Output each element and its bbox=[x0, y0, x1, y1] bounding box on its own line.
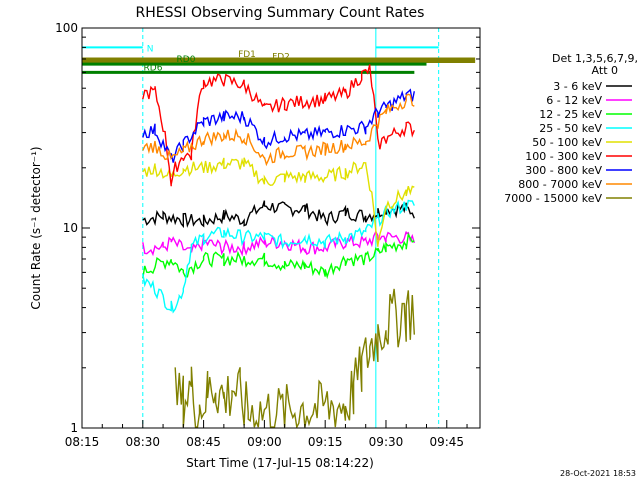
legend-entry-label: 800 - 7000 keV bbox=[518, 178, 602, 191]
legend-entry-label: 100 - 300 keV bbox=[525, 150, 602, 163]
x-tick-label: 09:15 bbox=[308, 435, 343, 449]
legend-entry-label: 3 - 6 keV bbox=[553, 80, 602, 93]
series-line bbox=[142, 157, 415, 247]
interval-bars: N FD1 FD2 RD0 RD6 bbox=[82, 28, 476, 428]
series-line bbox=[142, 64, 415, 187]
x-axis-label: Start Time (17-Jul-15 08:14:22) bbox=[186, 456, 374, 470]
y-axis-label: Count Rate (s⁻¹ detector⁻¹) bbox=[29, 146, 43, 309]
x-tick-label: 08:30 bbox=[125, 435, 160, 449]
series-line bbox=[142, 232, 415, 280]
observing-interval-label: N bbox=[147, 44, 154, 54]
legend-header: Att 0 bbox=[592, 64, 618, 77]
series-line bbox=[142, 230, 415, 257]
y-tick-label: 10 bbox=[63, 221, 78, 235]
series-line bbox=[174, 288, 415, 428]
series-line bbox=[142, 199, 415, 314]
legend-entry-label: 300 - 800 keV bbox=[525, 164, 602, 177]
series-line bbox=[142, 93, 415, 167]
chart-title: RHESSI Observing Summary Count Rates bbox=[136, 5, 425, 21]
x-tick-label: 09:00 bbox=[247, 435, 282, 449]
flare-interval-label: RD6 bbox=[144, 63, 163, 73]
x-tick-label: 08:45 bbox=[186, 435, 221, 449]
x-axis: 08:15 08:30 08:45 09:00 09:15 09:30 09:45 bbox=[65, 420, 468, 449]
series-line bbox=[142, 200, 415, 229]
flare-interval-label: RD0 bbox=[177, 55, 196, 65]
legend-entry-label: 6 - 12 keV bbox=[546, 94, 602, 107]
x-tick-label: 08:15 bbox=[65, 435, 100, 449]
flare-interval-label: FD1 bbox=[238, 50, 256, 60]
legend-entry-label: 12 - 25 keV bbox=[539, 108, 602, 121]
timestamp: 28-Oct-2021 18:53 bbox=[560, 469, 636, 478]
series-group bbox=[142, 64, 415, 428]
x-tick-label: 09:45 bbox=[429, 435, 464, 449]
flare-interval-label: FD2 bbox=[272, 52, 290, 62]
legend-entry-label: 25 - 50 keV bbox=[539, 122, 602, 135]
x-tick-label: 09:30 bbox=[369, 435, 404, 449]
y-tick-label: 100 bbox=[55, 21, 78, 35]
y-tick-label: 1 bbox=[70, 421, 78, 435]
legend-entry-label: 50 - 100 keV bbox=[532, 136, 602, 149]
series-line bbox=[142, 88, 415, 163]
legend-header: Det 1,3,5,6,7,9, bbox=[552, 52, 638, 65]
legend-entry-label: 7000 - 15000 keV bbox=[504, 192, 602, 205]
y-axis: 100 10 1 bbox=[55, 21, 480, 435]
